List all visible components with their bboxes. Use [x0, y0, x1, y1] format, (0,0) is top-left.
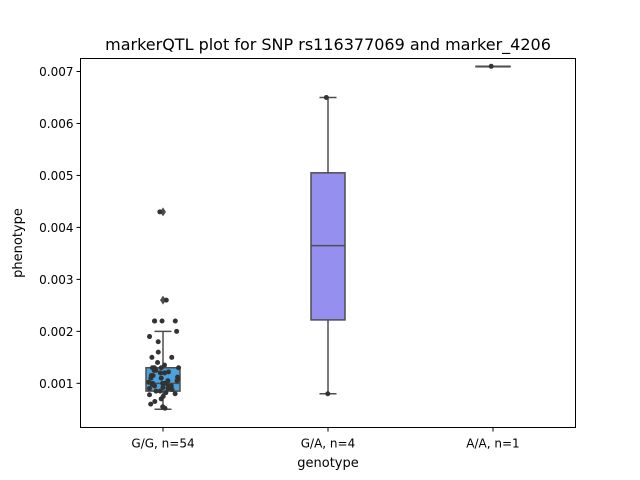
data-point	[168, 383, 174, 389]
box-iqr	[310, 172, 346, 321]
plot-area	[145, 63, 511, 411]
data-point	[157, 370, 163, 376]
data-point	[152, 399, 158, 405]
data-point	[147, 392, 153, 398]
x-axis-label: genotype	[297, 456, 358, 471]
data-point	[155, 339, 161, 345]
data-point	[157, 388, 163, 394]
data-point	[169, 354, 175, 360]
data-point	[165, 378, 171, 384]
data-point	[488, 63, 494, 69]
data-point	[175, 374, 181, 380]
data-point	[149, 354, 155, 360]
data-point	[148, 401, 154, 407]
x-tick-label: G/A, n=4	[301, 437, 355, 451]
data-point	[150, 380, 156, 386]
y-tick-label: 0.004	[39, 221, 73, 235]
y-tick-label: 0.003	[39, 273, 73, 287]
data-point	[148, 373, 154, 379]
data-point	[158, 375, 164, 381]
data-point	[155, 349, 161, 355]
y-tick-label: 0.001	[39, 377, 73, 391]
data-point	[155, 360, 161, 366]
data-point	[162, 405, 168, 411]
chart-title: markerQTL plot for SNP rs116377069 and m…	[105, 35, 551, 55]
data-point	[159, 318, 165, 324]
data-point	[176, 365, 182, 371]
data-point	[157, 209, 163, 215]
box-group	[475, 63, 511, 69]
data-point	[152, 318, 158, 324]
y-tick-label: 0.002	[39, 325, 73, 339]
data-point	[162, 370, 168, 376]
data-point	[151, 367, 157, 373]
y-tick-label: 0.007	[39, 65, 73, 79]
outlier-marker	[160, 295, 166, 305]
data-point	[172, 318, 178, 324]
data-point	[323, 94, 329, 100]
y-tick-label: 0.005	[39, 169, 73, 183]
outlier-marker	[160, 207, 166, 217]
tick-layer: 0.001 0.002 0.003 0.004 0.005 0.006 0.007 G/G, …	[39, 65, 520, 451]
data-point	[146, 379, 152, 385]
box-group	[310, 94, 346, 397]
y-axis-label: phenotype	[11, 208, 26, 278]
x-tick-label: A/A, n=1	[466, 437, 519, 451]
box-group	[145, 207, 182, 411]
data-point	[174, 328, 180, 334]
data-point	[165, 369, 171, 375]
data-point	[163, 297, 169, 303]
x-tick-label: G/G, n=54	[131, 437, 194, 451]
data-point	[172, 391, 178, 397]
data-point	[325, 391, 331, 397]
data-point	[160, 393, 166, 399]
data-point	[153, 388, 159, 394]
data-point	[147, 334, 153, 340]
data-point	[146, 386, 152, 392]
data-point	[160, 384, 166, 390]
data-point	[163, 390, 169, 396]
data-point	[160, 380, 166, 386]
y-tick-label: 0.006	[39, 117, 73, 131]
data-point	[162, 362, 168, 368]
